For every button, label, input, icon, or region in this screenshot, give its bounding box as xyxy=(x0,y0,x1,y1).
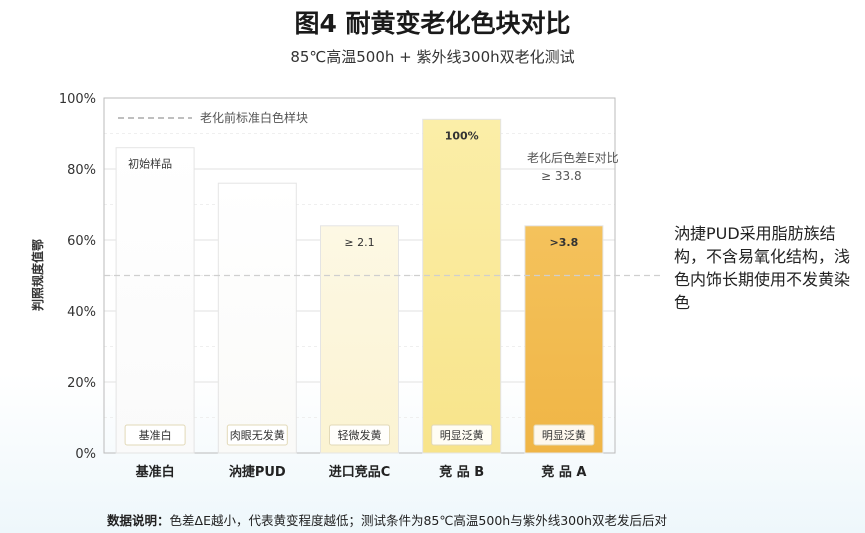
bar-badge-label: 基准白 xyxy=(139,428,172,442)
annotation-line1: 老化后色差E对比 xyxy=(527,151,619,165)
footer-text: 色差ΔE越小，代表黄变程度越低；测试条件为85℃高温500h与紫外线300h双老… xyxy=(169,513,667,528)
y-tick-label: 100% xyxy=(59,92,96,107)
bar-top-label: 100% xyxy=(445,129,479,142)
bar xyxy=(422,118,502,454)
x-category-label: 汭捷PUD xyxy=(229,464,286,480)
bar-badge xyxy=(329,424,390,446)
bar-badge xyxy=(124,424,186,446)
bar-badge-label: 明显泛黄 xyxy=(542,428,586,442)
footer-note: 数据说明：色差ΔE越小，代表黄变程度越低；测试条件为85℃高温500h与紫外线3… xyxy=(107,510,667,529)
y-tick-label: 40% xyxy=(67,305,96,320)
side-note: 汭捷PUD采用脂肪族结构，不含易氧化结构，浅色内饰长期使用不发黄染色 xyxy=(674,224,851,312)
bar-top-label: 初始样品 xyxy=(128,157,172,171)
x-category-label: 竞 品 B xyxy=(439,464,484,480)
bar-badge xyxy=(431,424,493,446)
bar-badge-label: 明显泛黄 xyxy=(440,428,484,442)
y-tick-label: 60% xyxy=(67,234,96,249)
footer-label: 数据说明： xyxy=(107,513,170,528)
annotation-line2: ≥ 33.8 xyxy=(541,169,582,183)
x-category-label: 基准白 xyxy=(135,464,175,480)
y-tick-label: 0% xyxy=(75,447,96,462)
bar-badge-label: 肉眼无发黄 xyxy=(230,428,285,442)
bar-badge xyxy=(533,424,595,446)
y-tick-label: 20% xyxy=(67,376,96,391)
x-category-label: 进口竞品C xyxy=(329,464,391,480)
bar xyxy=(217,182,297,454)
bar-badge xyxy=(226,424,288,446)
bar-badge-label: 轻微发黄 xyxy=(338,428,382,442)
bar xyxy=(320,225,399,454)
y-tick-label: 80% xyxy=(67,163,96,178)
y-axis-label: 判照规度值鄂 xyxy=(30,239,45,311)
bar-top-label: ≥ 2.1 xyxy=(344,236,374,249)
bar-top-label: >3.8 xyxy=(550,236,579,249)
chart-title: 图4 耐黄变老化色块对比 xyxy=(294,9,571,38)
ref-line-label: 老化前标准白色样块 xyxy=(200,110,308,125)
bar xyxy=(115,147,195,454)
chart-subtitle: 85℃高温500h + 紫外线300h双老化测试 xyxy=(290,48,575,66)
bar xyxy=(524,225,604,454)
x-category-label: 竞 品 A xyxy=(541,464,586,480)
